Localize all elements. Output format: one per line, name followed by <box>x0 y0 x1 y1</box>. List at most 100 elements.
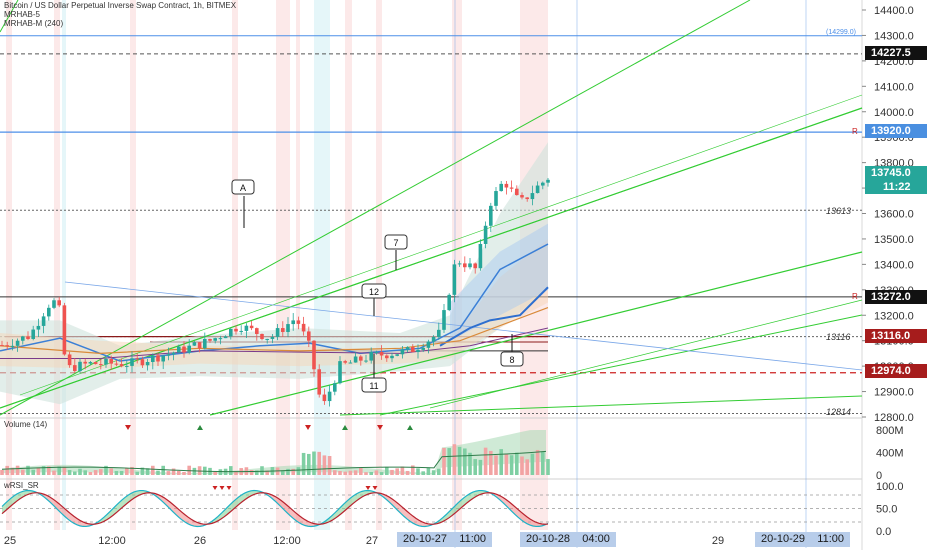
volume-bar <box>52 470 56 475</box>
volume-bar <box>400 466 405 475</box>
volume-bar <box>249 470 254 475</box>
candle-up <box>10 345 15 347</box>
price-tick-label: 14400.0 <box>874 5 914 17</box>
volume-bar <box>78 468 82 475</box>
volume-bar <box>317 451 321 475</box>
session-band <box>345 0 352 530</box>
candle-up <box>416 349 420 353</box>
candle-up <box>452 264 457 295</box>
candle-down <box>255 328 259 334</box>
volume-bar <box>426 467 431 475</box>
volume-bar <box>291 468 295 475</box>
volume-bar <box>483 447 488 475</box>
grid-layer <box>0 0 862 548</box>
price-label-12974: 12974.0 <box>865 364 927 378</box>
session-band <box>296 0 300 530</box>
candle-down <box>99 364 103 366</box>
candle-up <box>52 300 56 308</box>
candle-down <box>182 346 186 353</box>
candle-down <box>515 188 519 196</box>
candle-down <box>26 336 30 339</box>
indicator-label-mrhabm: MRHAB-M (240) <box>4 19 64 28</box>
candle-up <box>338 361 342 384</box>
candle-up <box>78 361 82 372</box>
trend-line-blue <box>64 281 863 371</box>
volume-bar <box>281 470 285 475</box>
candle-up <box>36 325 41 330</box>
sell-signal-marker <box>377 425 383 430</box>
volume-bar <box>452 444 457 475</box>
candle-up <box>31 329 35 339</box>
candle-down <box>281 328 285 332</box>
time-label-date-3: 20-10-29 <box>761 533 806 545</box>
volume-bar <box>463 448 467 475</box>
candle-up <box>405 347 410 350</box>
x-tick-label: 26 <box>194 535 206 547</box>
candle-up <box>223 336 228 339</box>
candle-up <box>468 263 472 268</box>
candle-down <box>140 359 145 366</box>
candle-up <box>203 338 207 349</box>
price-label-13116: 13116.0 <box>865 329 927 343</box>
candle-up <box>447 294 451 311</box>
time-label-date-2: 20-10-28 <box>526 533 571 545</box>
rsi-tick-label: 0.0 <box>876 526 891 538</box>
session-band <box>314 0 330 530</box>
wave-label-11-text: 11 <box>369 381 378 391</box>
volume-bar <box>36 467 41 475</box>
volume-bar <box>333 470 337 475</box>
volume-bar <box>47 466 51 475</box>
volume-bar <box>62 466 67 475</box>
volume-bar <box>229 466 233 475</box>
volume-bar <box>494 455 498 475</box>
price-tick-label: 13400.0 <box>874 259 914 271</box>
volume-bar <box>374 470 379 475</box>
volume-bar <box>489 450 493 475</box>
mrhab-band-blue <box>450 223 548 341</box>
level-annotation-14299: (14299.0) <box>826 29 856 36</box>
volume-bar <box>416 468 420 475</box>
candle-down <box>504 183 509 188</box>
candle-up <box>88 362 93 364</box>
candle-up <box>541 182 545 186</box>
volume-bar <box>525 459 529 475</box>
x-tick-label: 12:00 <box>98 535 126 547</box>
session-band <box>452 0 462 530</box>
session-band <box>62 0 66 530</box>
candle-down <box>0 345 4 347</box>
volume-bar <box>140 467 145 475</box>
candle-up <box>390 355 394 359</box>
volume-bar <box>213 471 217 475</box>
volume-bar <box>177 470 181 475</box>
volume-bar <box>327 456 332 475</box>
volume-bar <box>421 471 425 475</box>
mrhab-line-purple <box>0 327 549 359</box>
time-label-20-10-28: 20-10-28 04:00 <box>520 532 616 547</box>
volume-bar <box>166 471 171 475</box>
volume-tick-label: 0 <box>876 470 882 482</box>
candle-up <box>489 205 493 226</box>
candle-up <box>286 324 290 332</box>
candle-up <box>47 307 51 317</box>
rsi-line-slow <box>1 492 549 525</box>
candle-down <box>5 345 9 347</box>
candle-down <box>260 333 264 339</box>
volume-bar <box>338 471 342 475</box>
candle-down <box>114 363 119 365</box>
volume-bar <box>379 472 384 475</box>
candle-down <box>317 369 321 395</box>
volume-bars <box>0 430 550 475</box>
candle-up <box>192 342 197 346</box>
time-label-date-1: 20-10-27 <box>403 533 448 545</box>
price-tick-label: 14300.0 <box>874 30 914 42</box>
sell-signal-marker <box>305 425 311 430</box>
candle-down <box>385 355 389 359</box>
volume-bar <box>31 469 35 475</box>
volume-panel-title: Volume (14) <box>4 420 48 429</box>
candle-up <box>442 310 446 330</box>
candle-down <box>93 362 98 365</box>
trend-line-green-lower-thin <box>429 299 863 409</box>
volume-bar <box>541 452 545 475</box>
volume-bar <box>161 465 165 475</box>
candle-down <box>62 305 67 355</box>
